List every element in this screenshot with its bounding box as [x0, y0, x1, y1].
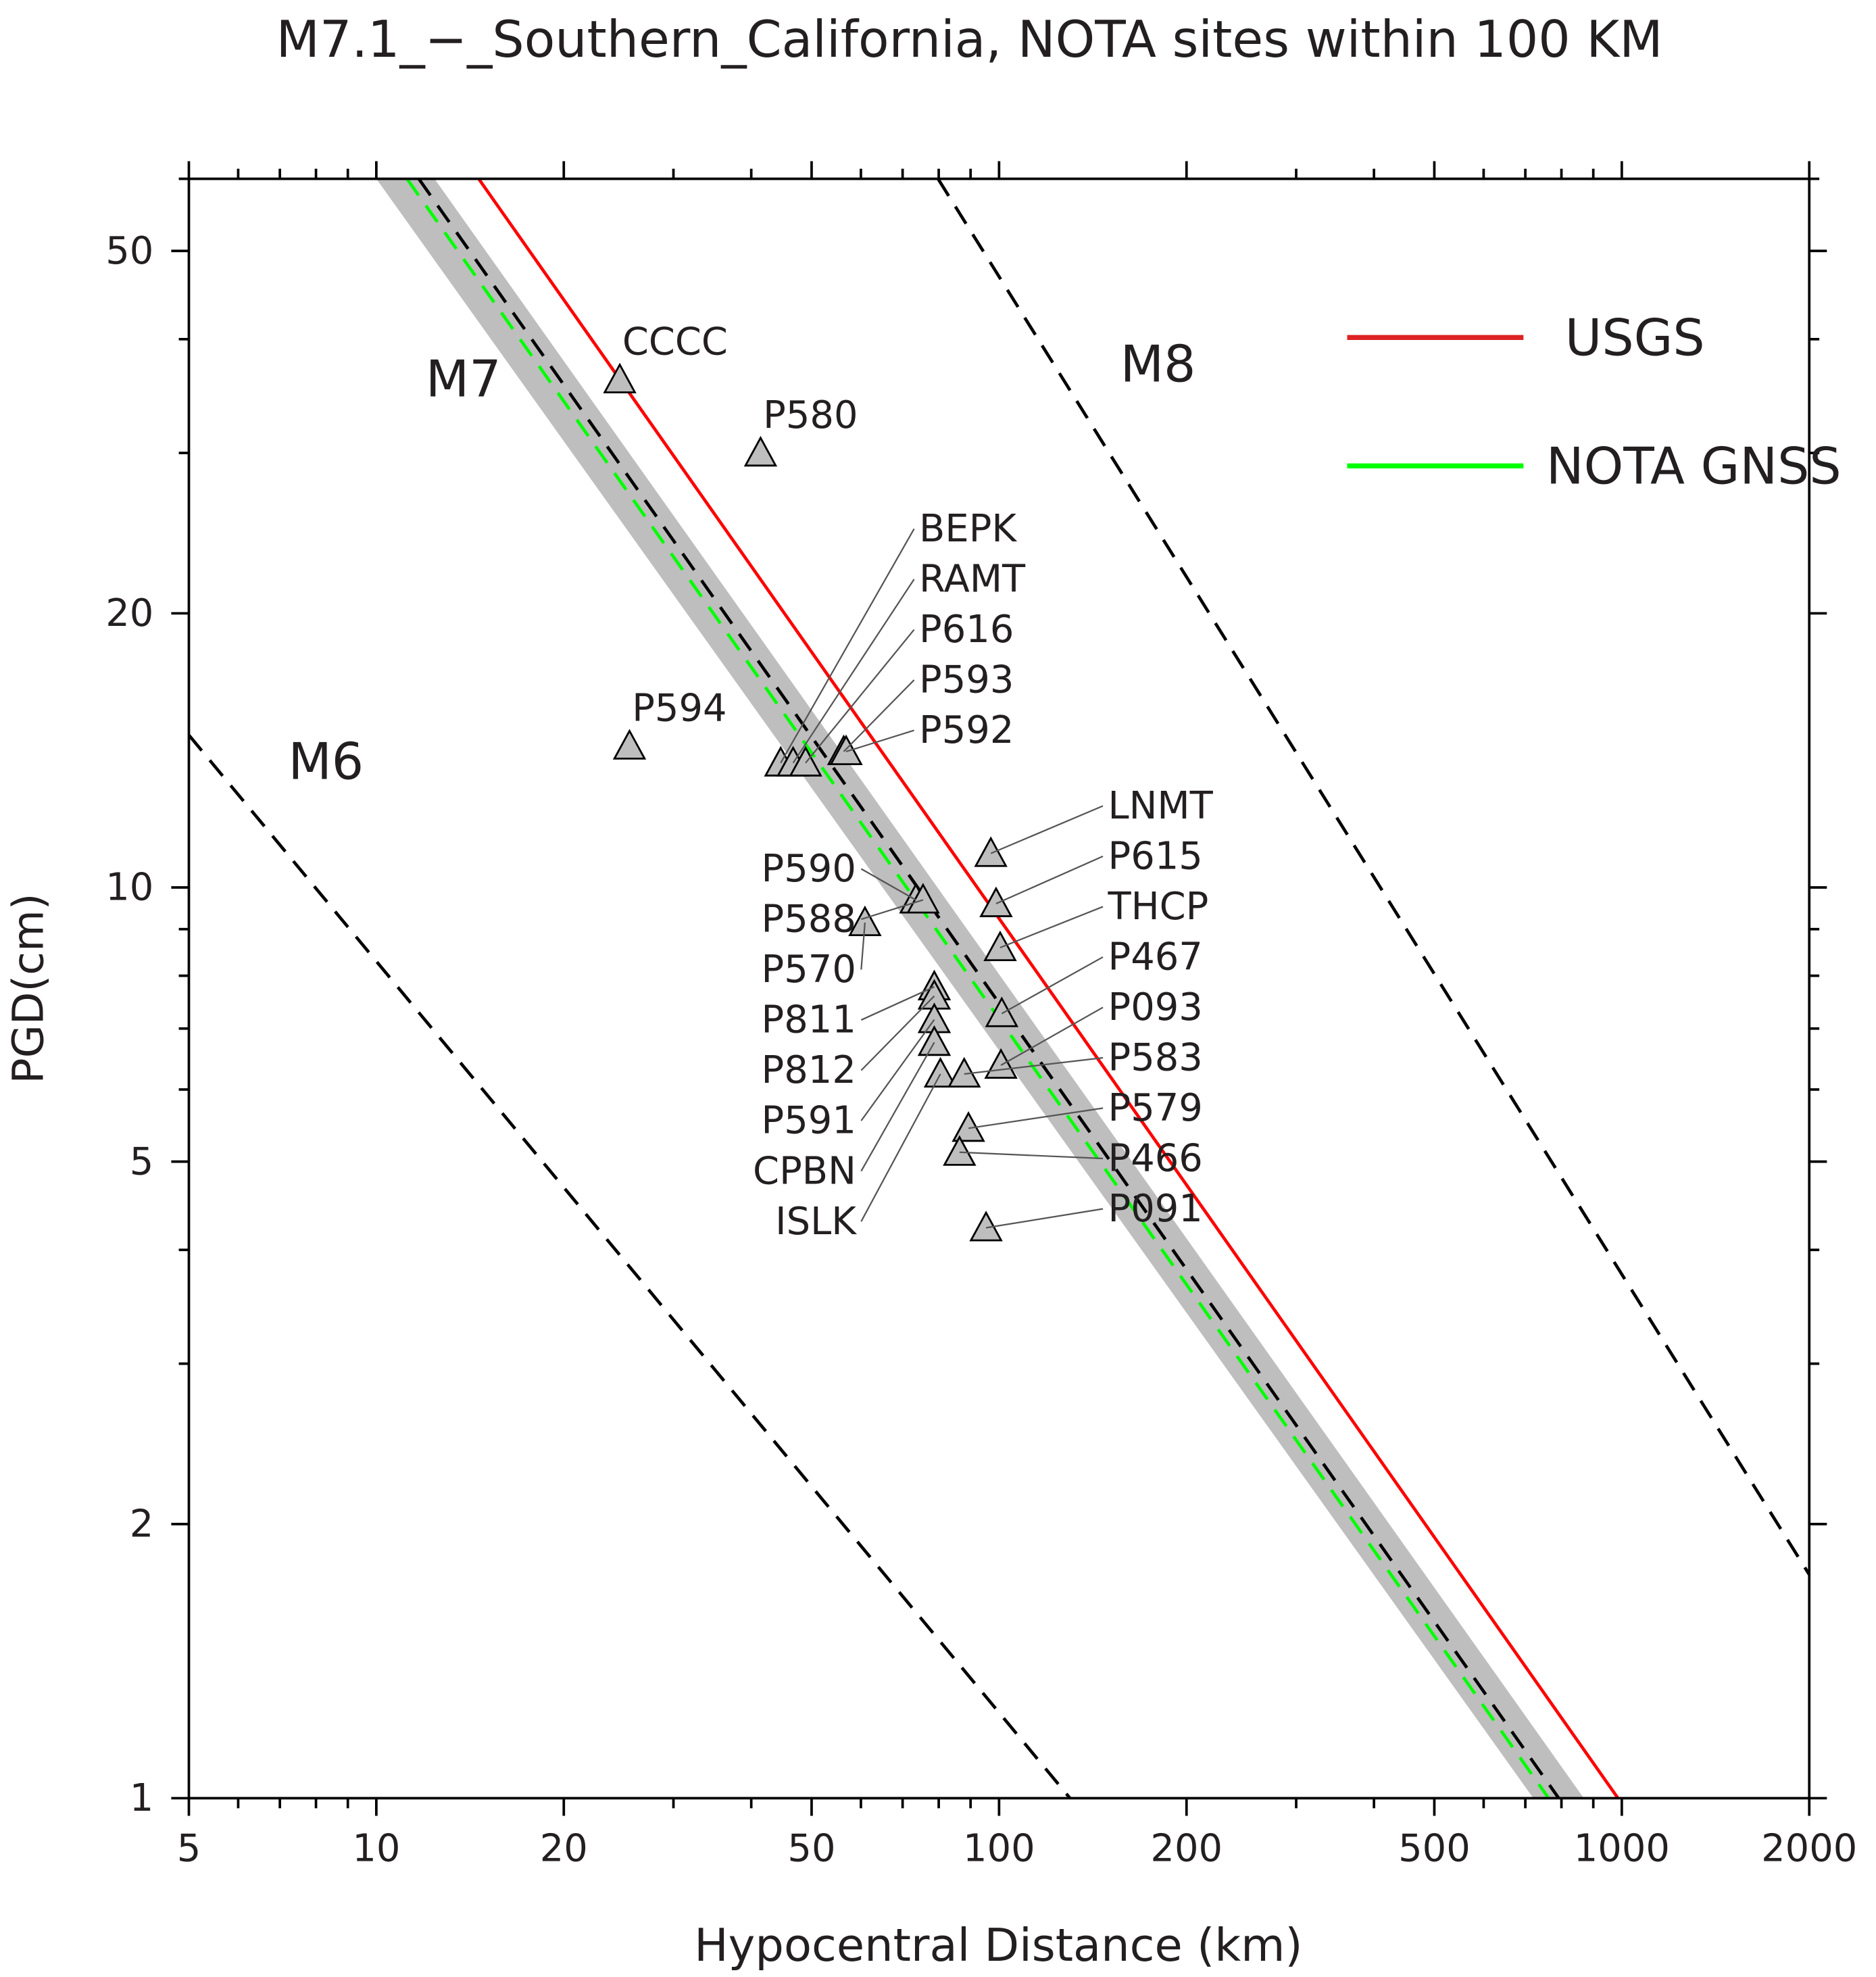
station-label: P590: [762, 847, 856, 891]
uncertainty-band: [376, 178, 1584, 1799]
station-marker: [917, 1025, 952, 1056]
magnitude-label: M7: [426, 350, 501, 409]
station-leader-line: [1001, 956, 1104, 1015]
station-leader-line: [860, 1042, 935, 1172]
station-leader-line: [860, 995, 935, 1071]
legend-label: NOTA GNSS: [1546, 437, 1842, 495]
station-label: THCP: [1108, 885, 1209, 929]
plot-area: M6 M7 M8 BEPK RAMT P616 P593 P592 LNMT P615 THCP P4…: [105, 161, 1857, 1871]
station-marker: [603, 362, 637, 393]
station-label: CCCC: [622, 320, 728, 364]
station-label: CPBN: [753, 1149, 856, 1193]
x-tick-label: 500: [1398, 1827, 1471, 1871]
station-marker: [983, 930, 1017, 962]
magnitude-label: M8: [1120, 335, 1196, 393]
station-label: P467: [1108, 935, 1203, 979]
station-leader-line: [845, 729, 914, 753]
station-leader-line: [959, 1151, 1104, 1160]
station-marker: [829, 734, 863, 766]
station-marker: [743, 435, 778, 467]
x-tick-label: 200: [1150, 1827, 1223, 1871]
station-label: P591: [762, 1099, 856, 1143]
station-label: P812: [762, 1048, 856, 1092]
station-leader-line: [1000, 1006, 1104, 1066]
station-label: P091: [1108, 1187, 1203, 1231]
station-label: P811: [762, 998, 856, 1042]
x-tick-label: 2000: [1761, 1827, 1857, 1871]
station-leader-line: [860, 985, 935, 1021]
magnitude-label: M6: [288, 733, 364, 791]
station-label: P580: [763, 393, 858, 437]
y-tick-label: 20: [105, 591, 153, 635]
station-label: P466: [1108, 1137, 1203, 1181]
nota-gnss-line: [405, 178, 1550, 1799]
chart-title: M7.1_−_Southern_California, NOTA sites w…: [276, 10, 1663, 69]
station-label: P093: [1108, 985, 1203, 1029]
station-marker: [985, 996, 1019, 1027]
station-leader-line: [860, 922, 866, 970]
station-label: P579: [1108, 1086, 1203, 1130]
usgs-line: [477, 178, 1620, 1799]
station-label: P615: [1108, 835, 1203, 879]
m7-line: [417, 178, 1560, 1799]
y-tick-label: 2: [130, 1502, 154, 1546]
station-leader-line: [805, 629, 915, 764]
y-tick-label: 1: [130, 1776, 154, 1820]
station-label: P616: [919, 608, 1014, 652]
y-tick-label: 5: [130, 1140, 154, 1183]
station-label: BEPK: [919, 507, 1017, 551]
x-tick-label: 20: [540, 1827, 588, 1871]
station-leader-line: [964, 1056, 1104, 1075]
station-leader-line: [861, 899, 924, 921]
station-marker: [848, 905, 882, 937]
y-tick-label: 10: [105, 866, 153, 910]
station-label: P588: [762, 898, 856, 942]
y-axis-label: PGD(cm): [3, 894, 53, 1084]
station-label: P594: [632, 686, 726, 730]
station-label: P583: [1108, 1036, 1203, 1080]
station-leader-line: [860, 1073, 941, 1222]
y-tick-label: 50: [105, 229, 153, 273]
station-label: P593: [919, 658, 1014, 702]
station-leader-line: [843, 679, 915, 752]
station-label: P592: [919, 708, 1014, 752]
x-tick-label: 5: [177, 1827, 201, 1871]
station-marker: [979, 886, 1013, 917]
station-label: ISLK: [775, 1200, 857, 1244]
plot-content: M6 M7 M8: [189, 178, 1810, 1799]
x-tick-label: 50: [787, 1827, 835, 1871]
station-leader-line: [860, 868, 916, 901]
station-leader-line: [780, 528, 915, 764]
station-leader-line: [985, 1208, 1104, 1229]
station-marker: [923, 1056, 958, 1088]
legend-label: USGS: [1565, 308, 1705, 367]
station-marker: [974, 836, 1008, 867]
station-leader-line: [990, 805, 1104, 854]
x-axis-label: Hypocentral Distance (km): [694, 1919, 1302, 1972]
station-marker: [943, 1135, 977, 1166]
station-marker: [612, 729, 647, 760]
station-leader-line: [792, 579, 915, 764]
x-tick-label: 100: [963, 1827, 1035, 1871]
x-tick-label: 10: [352, 1827, 400, 1871]
x-tick-label: 1000: [1574, 1827, 1670, 1871]
station-marker: [906, 883, 940, 914]
station-leader-line: [968, 1107, 1104, 1129]
station-label: RAMT: [919, 558, 1026, 602]
station-marker: [789, 746, 822, 777]
station-label: LNMT: [1108, 784, 1214, 828]
station-leader-line: [995, 855, 1104, 904]
m6-line: [189, 734, 1072, 1799]
m8-line: [937, 178, 1810, 1576]
station-leader-line: [860, 1019, 935, 1121]
station-label: P570: [762, 948, 856, 992]
station-leader-line: [999, 906, 1104, 949]
